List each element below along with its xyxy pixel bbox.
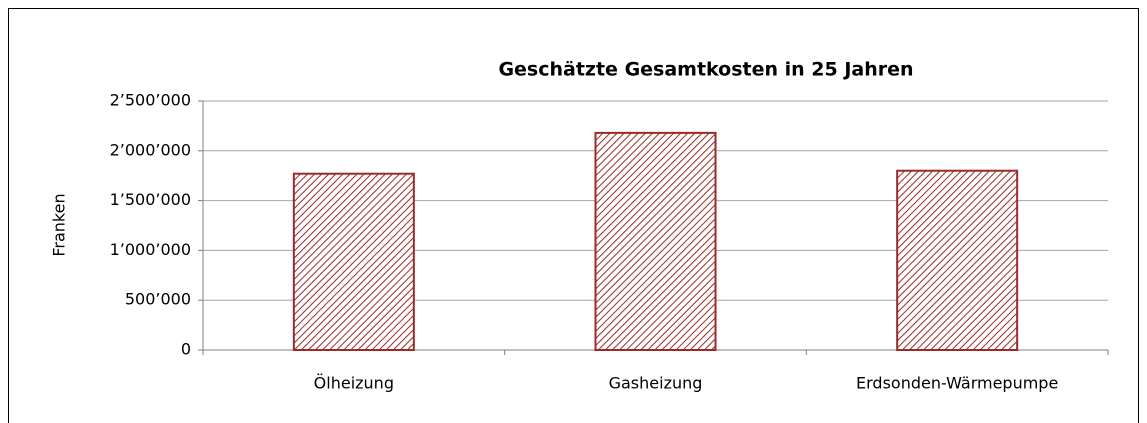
chart-frame xyxy=(8,8,1139,423)
bar xyxy=(594,131,717,351)
y-tick-label: 1’000’000 xyxy=(110,240,191,259)
bar xyxy=(896,169,1019,351)
y-tick-label: 2’000’000 xyxy=(110,140,191,159)
x-tick-label: Erdsonden-Wärmepumpe xyxy=(856,374,1058,393)
y-tick-label: 500’000 xyxy=(125,290,191,309)
y-tick-label: 0 xyxy=(181,340,191,359)
x-tick-label: Gasheizung xyxy=(609,374,703,393)
chart-title: Geschätzte Gesamtkosten in 25 Jahren xyxy=(498,59,913,81)
x-tick-label: Ölheizung xyxy=(314,374,394,393)
bar xyxy=(292,172,415,351)
y-tick-label: 2’500’000 xyxy=(110,91,191,110)
y-tick-label: 1’500’000 xyxy=(110,190,191,209)
y-axis-label: Franken xyxy=(50,193,69,256)
